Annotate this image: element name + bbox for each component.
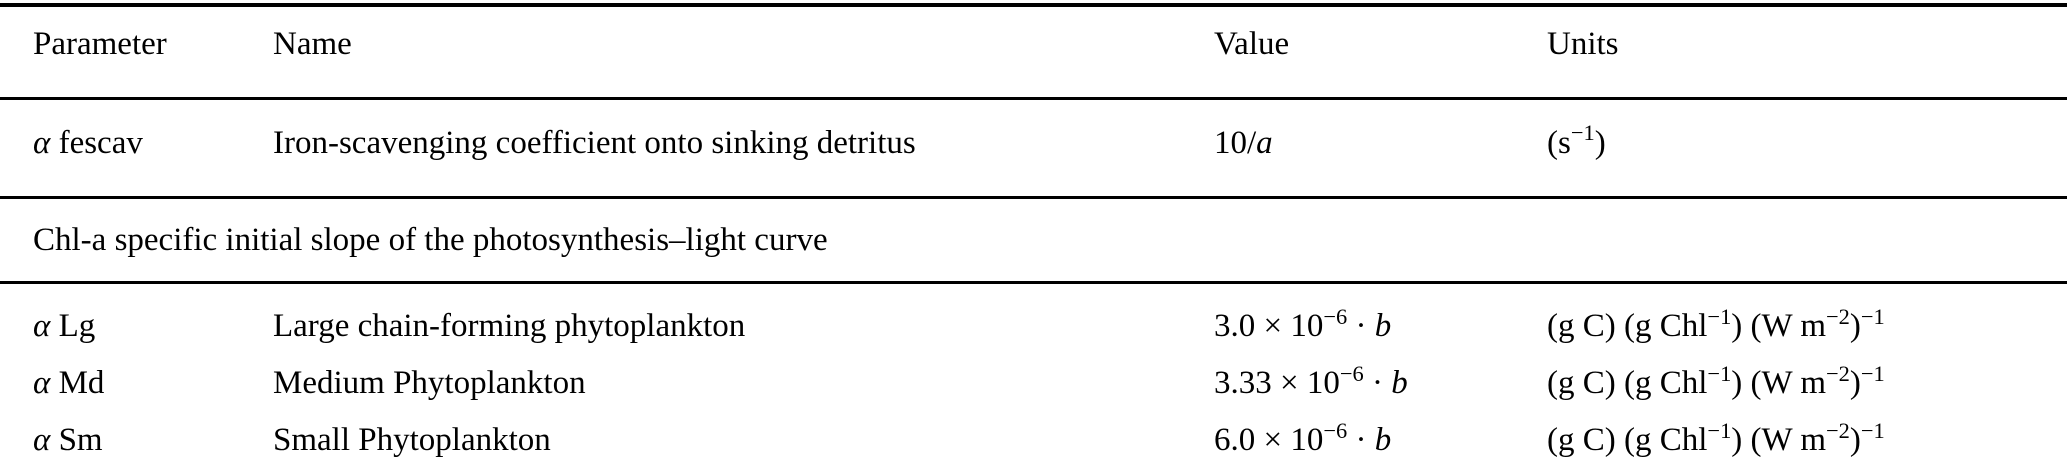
section-rows-group: α Lg Large chain-forming phytoplankton 3…	[0, 284, 2067, 466]
param-cell: α Lg	[33, 308, 96, 344]
units-cell: (g C) (g Chl−1) (W m−2)−1	[1547, 417, 1885, 458]
section-header-label: Chl-a specific initial slope of the phot…	[33, 221, 828, 258]
column-header-units: Units	[1547, 26, 1619, 62]
units-cell: (g C) (g Chl−1) (W m−2)−1	[1547, 303, 1885, 344]
param-cell: α fescav	[33, 124, 143, 161]
value-cell: 3.33 × 10−6 · b	[1214, 360, 1408, 401]
name-cell: Iron-scavenging coefficient onto sinking…	[273, 124, 916, 161]
name-cell: Small Phytoplankton	[273, 422, 551, 458]
param-cell: α Sm	[33, 422, 103, 458]
header-rule	[0, 97, 2067, 100]
section-rule-top	[0, 196, 2067, 199]
column-header-parameter: Parameter	[33, 26, 167, 62]
table-row: α Sm Small Phytoplankton 6.0 × 10−6 · b …	[0, 412, 2067, 466]
name-cell: Medium Phytoplankton	[273, 365, 586, 401]
table-row: α Md Medium Phytoplankton 3.33 × 10−6 · …	[0, 355, 2067, 412]
table-row: α fescav Iron-scavenging coefficient ont…	[0, 100, 2067, 196]
units-cell: (s−1)	[1547, 120, 1606, 161]
value-cell: 6.0 × 10−6 · b	[1214, 417, 1392, 458]
table-top-rule	[0, 3, 2067, 7]
name-cell: Large chain-forming phytoplankton	[273, 308, 746, 344]
section-header-row: Chl-a specific initial slope of the phot…	[0, 199, 2067, 281]
value-cell: 10/a	[1214, 124, 1273, 161]
table-row: α Lg Large chain-forming phytoplankton 3…	[0, 298, 2067, 355]
units-cell: (g C) (g Chl−1) (W m−2)−1	[1547, 360, 1885, 401]
param-cell: α Md	[33, 365, 105, 401]
column-header-value: Value	[1214, 26, 1290, 62]
column-header-name: Name	[273, 26, 352, 62]
section-rule-bottom	[0, 281, 2067, 284]
table-header-row: Parameter Name Value Units	[0, 7, 2067, 97]
value-cell: 3.0 × 10−6 · b	[1214, 303, 1392, 344]
